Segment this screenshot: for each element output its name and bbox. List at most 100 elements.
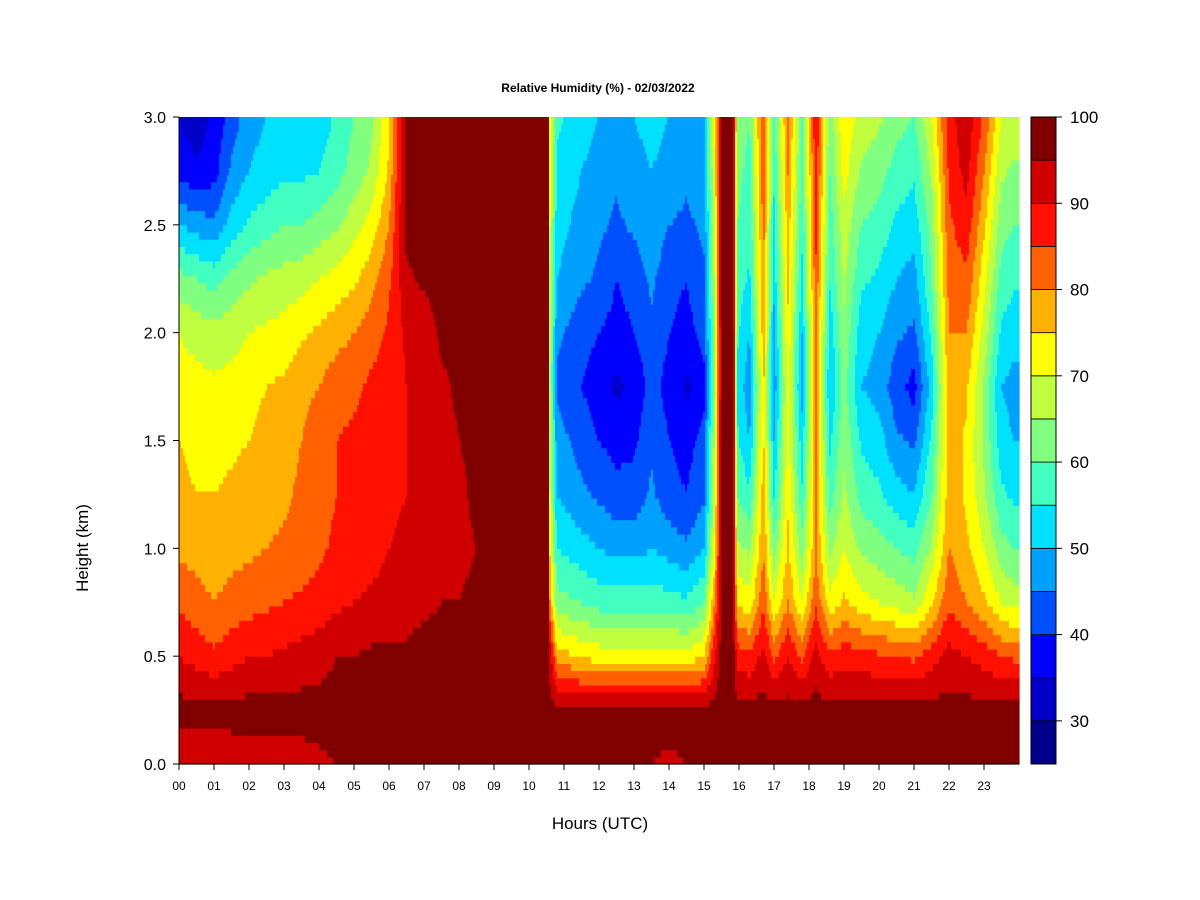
heatmap-cell [785,117,788,212]
heatmap-cell [703,670,706,679]
heatmap-cell [797,533,800,578]
heatmap-cell [639,627,642,650]
heatmap-cell [909,677,912,700]
heatmap-cell [891,677,894,700]
heatmap-cell [203,138,206,190]
heatmap-cell [199,117,202,154]
heatmap-cell [355,117,358,197]
heatmap-cell [801,483,804,528]
heatmap-cell [199,210,202,240]
heatmap-cell [563,332,566,427]
heatmap-cell [989,440,992,521]
heatmap-cell [785,613,788,636]
heatmap-cell [911,404,914,449]
heatmap-cell [287,641,290,693]
heatmap-cell [623,584,626,614]
heatmap-cell [219,318,222,370]
heatmap-cell [911,325,914,370]
heatmap-cell [641,627,644,650]
heatmap-cell [365,311,368,384]
heatmap-cell [247,440,250,564]
heatmap-cell [753,641,756,672]
heatmap-cell [913,598,916,614]
heatmap-cell [757,605,760,636]
heatmap-cell [915,382,918,391]
heatmap-cell [773,498,776,535]
heatmap-cell [377,174,380,226]
heatmap-cell [875,562,878,600]
heatmap-cell [853,577,856,607]
heatmap-cell [309,577,312,636]
heatmap-cell [619,648,622,664]
heatmap-cell [777,117,780,247]
heatmap-cell [757,692,760,765]
heatmap-cell [277,375,280,535]
heatmap-cell [843,641,846,672]
heatmap-cell [599,613,602,629]
heatmap-cell [879,605,882,621]
heatmap-cell [621,382,624,391]
heatmap-cell [317,282,320,327]
heatmap-cell [553,562,556,607]
heatmap-cell [841,598,844,621]
heatmap-cell [401,641,404,765]
heatmap-cell [269,656,272,693]
heatmap-cell [931,641,934,672]
heatmap-cell [673,591,676,614]
heatmap-cell [749,138,752,276]
heatmap-cell [705,232,708,355]
heatmap-cell [837,117,840,204]
heatmap-cell [571,519,574,564]
heatmap-cell [673,706,676,751]
heatmap-cell [769,648,772,672]
heatmap-cell [311,117,314,176]
heatmap-cell [869,117,872,147]
heatmap-cell [201,117,204,147]
heatmap-cell [347,152,350,212]
heatmap-cell [671,117,674,226]
heatmap-cell [915,203,918,269]
heatmap-cell [921,620,924,636]
heatmap-cell [739,117,742,204]
heatmap-cell [669,224,672,334]
heatmap-cell [185,117,188,140]
heatmap-cell [359,275,362,327]
heatmap-cell [593,670,596,686]
heatmap-cell [929,174,932,255]
heatmap-cell [581,569,584,607]
heatmap-cell [651,584,654,614]
heatmap-cell [295,692,298,736]
heatmap-cell [577,656,580,672]
heatmap-cell [615,519,618,557]
heatmap-cell [801,699,804,765]
heatmap-cell [907,613,910,629]
heatmap-cell [293,224,296,262]
heatmap-cell [665,648,668,664]
heatmap-cell [651,303,654,470]
heatmap-cell [937,332,940,456]
heatmap-cell [183,699,186,729]
heatmap-cell [939,605,942,636]
heatmap-cell [631,663,634,672]
heatmap-cell [985,699,988,765]
heatmap-cell [613,627,616,650]
heatmap-cell [687,533,690,571]
heatmap-cell [623,303,626,384]
heatmap-cell [347,117,350,154]
heatmap-cell [285,224,288,262]
heatmap-cell [873,476,876,528]
heatmap-cell [187,138,190,183]
heatmap-cell [759,656,762,693]
heatmap-cell [595,548,598,578]
x-tick-label: 00 [172,779,186,793]
heatmap-cell [773,569,776,600]
heatmap-cell [869,361,872,398]
heatmap-cell [887,577,890,607]
heatmap-cell [339,347,342,434]
heatmap-cell [379,641,382,765]
heatmap-cell [931,490,934,535]
y-tick-label: 0.0 [144,757,166,774]
heatmap-cell [841,267,844,499]
heatmap-cell [711,699,714,765]
heatmap-cell [375,282,378,363]
